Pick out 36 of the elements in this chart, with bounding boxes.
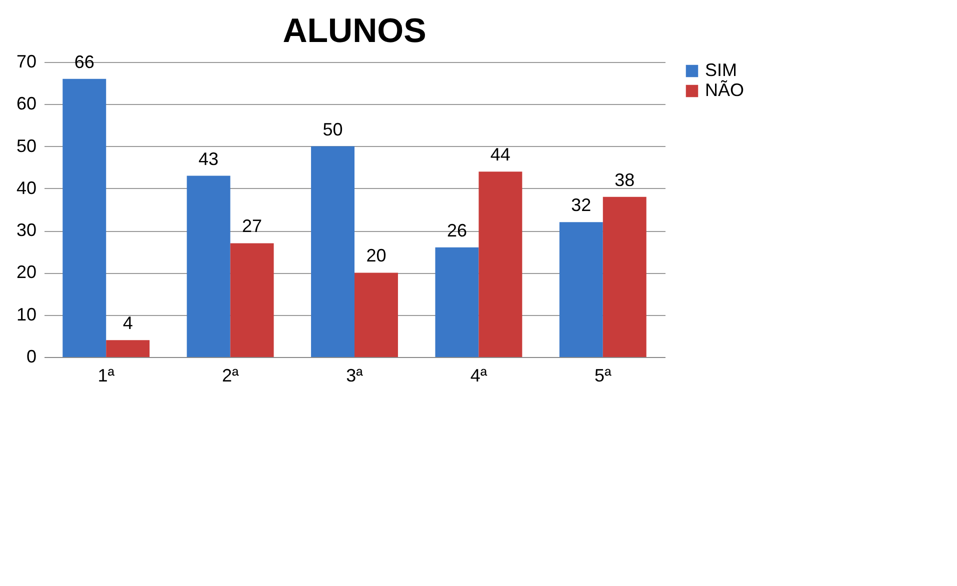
data-label: 38 (614, 170, 635, 190)
data-label: 50 (322, 119, 343, 140)
y-tick-label: 30 (16, 220, 36, 240)
data-label: 26 (446, 220, 467, 240)
y-tick-label: 50 (16, 136, 36, 156)
x-tick-label: 5ª (594, 366, 612, 386)
bar (559, 222, 603, 357)
bar (311, 146, 354, 357)
data-label: 43 (198, 148, 219, 169)
y-tick-label: 40 (16, 178, 36, 198)
data-label: 27 (242, 216, 262, 236)
data-label: 32 (571, 195, 592, 216)
bar (435, 247, 479, 357)
x-tick-label: 4ª (470, 366, 488, 386)
y-tick-label: 20 (16, 262, 36, 282)
data-label: 20 (366, 246, 386, 266)
bar (106, 340, 150, 357)
bar (62, 78, 106, 357)
y-tick-label: 60 (16, 94, 36, 114)
data-label: 4 (122, 313, 133, 334)
bar (602, 196, 646, 357)
x-tick-label: 2ª (222, 366, 239, 386)
legend-label: NÃO (705, 80, 744, 100)
legend-label: SIM (705, 60, 738, 80)
bar (354, 272, 398, 357)
bar (230, 243, 274, 357)
x-tick-label: 3ª (346, 366, 364, 386)
chart-title: ALUNOS (282, 12, 426, 50)
data-label: 44 (490, 144, 510, 165)
y-tick-label: 0 (26, 346, 36, 366)
x-tick-label: 1ª (98, 366, 115, 386)
bar (478, 172, 522, 357)
bar (186, 176, 230, 357)
data-label: 66 (74, 52, 94, 72)
y-tick-label: 70 (16, 52, 36, 72)
y-tick-label: 10 (16, 304, 36, 324)
